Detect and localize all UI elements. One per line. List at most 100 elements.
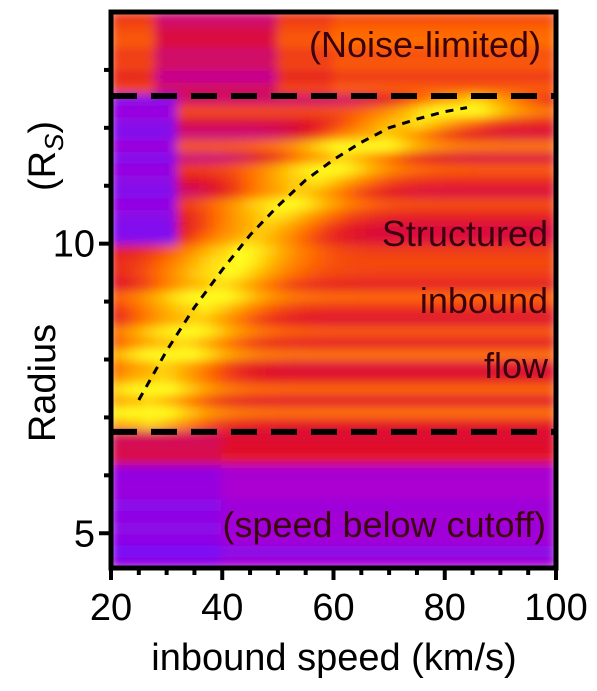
x-tick-label: 80	[424, 587, 466, 629]
heatmap-cell	[354, 45, 368, 60]
heatmap-cell	[276, 555, 290, 568]
heatmap-cell	[187, 277, 201, 291]
heatmap-cell	[111, 126, 124, 141]
heatmap-cell	[532, 103, 546, 118]
heatmap-cell	[466, 115, 480, 129]
heatmap-cell	[243, 254, 257, 268]
heatmap-cell	[377, 207, 391, 222]
heatmap-cell	[466, 173, 480, 187]
heatmap-cell	[377, 34, 391, 48]
heatmap-cell	[232, 150, 246, 164]
heatmap-cell	[310, 532, 324, 546]
heatmap-cell	[410, 57, 424, 71]
heatmap-cell	[210, 242, 224, 257]
heatmap-cell	[343, 57, 357, 71]
heatmap-cell	[510, 555, 524, 568]
heatmap-cell	[111, 404, 124, 419]
heatmap-cell	[132, 289, 146, 303]
heatmap-cell	[254, 393, 268, 407]
heatmap-cell	[210, 57, 224, 71]
heatmap-cell	[466, 462, 480, 477]
heatmap-cell	[254, 103, 268, 118]
heatmap-cell	[443, 22, 457, 37]
heatmap-cell	[477, 532, 491, 546]
heatmap-cell	[165, 45, 179, 60]
heatmap-cell	[443, 161, 457, 176]
heatmap-cell	[321, 555, 335, 568]
heatmap-cell	[510, 335, 524, 349]
heatmap-cell	[354, 34, 368, 48]
heatmap-cell	[288, 173, 302, 187]
heatmap-cell	[510, 416, 524, 430]
heatmap-cell	[254, 242, 268, 257]
heatmap-cell	[310, 103, 324, 118]
heatmap-cell	[288, 45, 302, 60]
heatmap-cell	[521, 68, 535, 83]
heatmap-cell	[377, 265, 391, 280]
heatmap-cell	[111, 80, 124, 95]
heatmap-cell	[254, 34, 268, 48]
heatmap-cell	[111, 370, 124, 384]
heatmap-cell	[132, 312, 146, 326]
heatmap-cell	[111, 439, 124, 454]
heatmap-cell	[354, 381, 368, 396]
heatmap-cell	[510, 393, 524, 407]
heatmap-cell	[321, 451, 335, 465]
heatmap-cell	[288, 207, 302, 222]
heatmap-cell	[187, 45, 201, 60]
heatmap-cell	[321, 474, 335, 488]
heatmap-cell	[410, 161, 424, 176]
heatmap-cell	[176, 532, 190, 546]
heatmap-cell	[321, 115, 335, 129]
heatmap-cell	[499, 126, 513, 141]
heatmap-cell	[388, 68, 402, 83]
heatmap-cell	[410, 150, 424, 164]
heatmap-cell	[132, 22, 146, 37]
heatmap-cell	[210, 451, 224, 465]
heatmap-cell	[165, 196, 179, 210]
heatmap-cell	[265, 184, 279, 199]
heatmap-cell	[111, 254, 124, 268]
heatmap-cell	[377, 219, 391, 234]
heatmap-cells	[111, 12, 556, 568]
heatmap-cell	[354, 323, 368, 338]
heatmap-cell	[466, 103, 480, 118]
heatmap-cell	[265, 509, 279, 523]
heatmap-cell	[265, 346, 279, 361]
heatmap-cell	[111, 358, 124, 373]
heatmap-cell	[299, 474, 313, 488]
heatmap-cell	[276, 370, 290, 384]
heatmap-cell	[343, 323, 357, 338]
heatmap-cell	[543, 543, 556, 558]
heatmap-cell	[310, 370, 324, 384]
heatmap-cell	[488, 416, 502, 430]
heatmap-cell	[388, 370, 402, 384]
heatmap-cell	[477, 370, 491, 384]
heatmap-cell	[143, 532, 157, 546]
heatmap-cell	[111, 231, 124, 245]
heatmap-cell	[187, 451, 201, 465]
heatmap-cell	[165, 312, 179, 326]
heatmap-cell	[343, 451, 357, 465]
heatmap-cell	[454, 57, 468, 71]
heatmap-cell	[388, 219, 402, 234]
heatmap-cell	[276, 80, 290, 95]
heatmap-cell	[199, 22, 213, 37]
heatmap-cell	[199, 207, 213, 222]
heatmap-cell	[354, 126, 368, 141]
heatmap-cell	[432, 231, 446, 245]
heatmap-cell	[143, 300, 157, 315]
heatmap-cell	[466, 439, 480, 454]
heatmap-cell	[354, 161, 368, 176]
heatmap-cell	[488, 57, 502, 71]
heatmap-cell	[210, 184, 224, 199]
heatmap-cell	[232, 265, 246, 280]
heatmap-cell	[454, 393, 468, 407]
heatmap-cell	[165, 497, 179, 512]
heatmap-cell	[488, 34, 502, 48]
heatmap-cell	[488, 393, 502, 407]
heatmap-cell	[532, 416, 546, 430]
heatmap-cell	[187, 22, 201, 37]
heatmap-cell	[354, 474, 368, 488]
heatmap-cell	[488, 404, 502, 419]
